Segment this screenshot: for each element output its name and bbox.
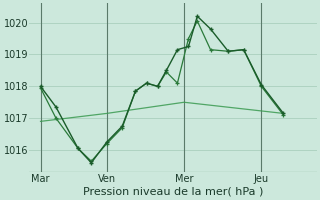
X-axis label: Pression niveau de la mer( hPa ): Pression niveau de la mer( hPa ) [83,187,263,197]
